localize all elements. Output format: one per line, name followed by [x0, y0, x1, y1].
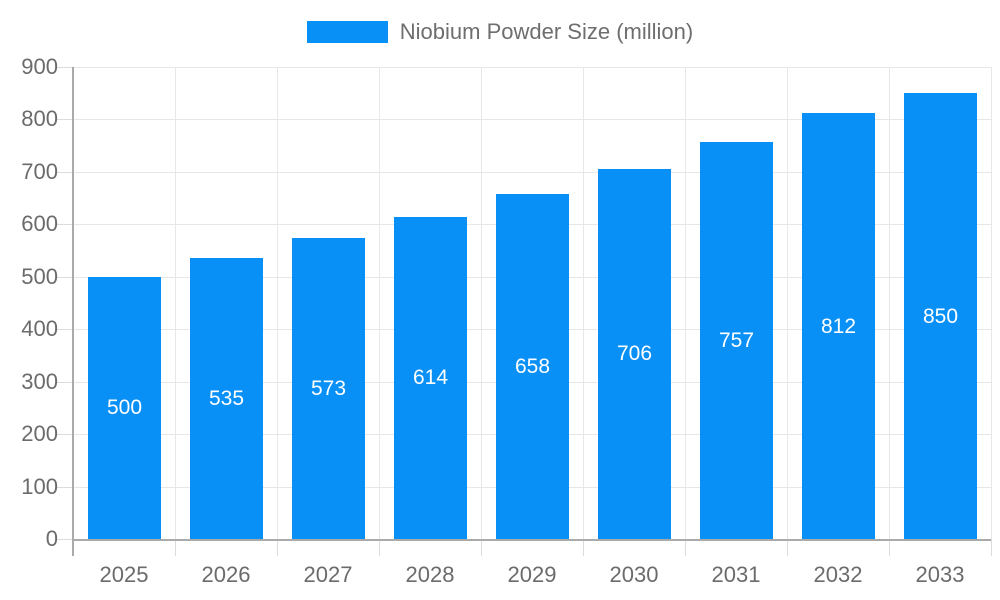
x-gridline: [175, 67, 176, 539]
bar-2030[interactable]: 706: [598, 168, 671, 539]
legend-item[interactable]: Niobium Powder Size (million): [0, 18, 1000, 45]
x-gridline: [889, 67, 890, 539]
y-axis-tick: [56, 381, 73, 383]
bar-value-label: 706: [616, 342, 653, 366]
bar-value-label: 500: [106, 396, 143, 420]
x-tick-label: 2031: [711, 562, 761, 587]
x-axis-tick: [889, 539, 890, 556]
x-axis-tick: [787, 539, 788, 556]
y-tick-label: 900: [21, 54, 58, 79]
x-axis-line: [72, 539, 991, 541]
x-tick-label: 2032: [813, 562, 863, 587]
bar-value-label: 757: [718, 328, 755, 352]
y-axis-tick: [56, 171, 73, 173]
y-axis-tick: [56, 329, 73, 331]
x-axis-tick: [175, 539, 176, 556]
y-axis-tick: [56, 276, 73, 278]
bar-value-label: 850: [922, 304, 959, 328]
x-tick-label: 2025: [99, 562, 149, 587]
y-axis-tick: [56, 67, 73, 68]
x-tick-label: 2027: [303, 562, 353, 587]
x-axis-tick: [481, 539, 482, 556]
legend-swatch-icon: [306, 20, 388, 43]
y-tick-label: 0: [45, 526, 58, 551]
y-tick-label: 100: [21, 473, 58, 499]
y-axis-tick: [56, 434, 73, 436]
y-axis-tick: [56, 539, 73, 540]
bar-value-label: 812: [820, 314, 857, 338]
y-tick-label: 500: [21, 263, 58, 289]
bar-value-label: 573: [310, 377, 347, 401]
x-axis-tick: [583, 539, 584, 556]
y-gridline: [73, 67, 991, 68]
y-tick-label: 600: [21, 211, 58, 237]
x-axis-tick: [277, 539, 278, 556]
bar-2031[interactable]: 757: [700, 141, 773, 539]
y-axis-line: [72, 67, 74, 556]
x-axis-tick: [991, 539, 992, 556]
x-axis-tick: [379, 539, 380, 556]
x-gridline: [481, 67, 482, 539]
x-gridline: [277, 67, 278, 539]
y-tick-label: 700: [21, 158, 58, 184]
y-axis-tick: [56, 119, 73, 121]
bar-2028[interactable]: 614: [394, 216, 467, 539]
bar-2029[interactable]: 658: [496, 193, 569, 539]
x-tick-label: 2030: [609, 562, 659, 587]
legend-label: Niobium Powder Size (million): [399, 18, 694, 44]
y-axis-tick: [56, 224, 73, 226]
x-tick-label: 2029: [507, 562, 557, 587]
y-tick-label: 300: [21, 368, 58, 394]
y-tick-label: 400: [21, 316, 58, 342]
x-axis-tick: [685, 539, 686, 556]
y-gridline: [73, 171, 991, 173]
bar-value-label: 658: [514, 354, 551, 378]
x-gridline: [583, 67, 584, 539]
x-tick-label: 2028: [405, 562, 455, 587]
bar-value-label: 614: [412, 366, 449, 390]
x-tick-label: 2033: [915, 562, 965, 587]
y-tick-label: 200: [21, 421, 58, 447]
y-tick-label: 800: [21, 106, 58, 132]
bar-2026[interactable]: 535: [190, 258, 263, 539]
x-gridline: [379, 67, 380, 539]
bar-value-label: 535: [208, 387, 245, 411]
x-gridline: [787, 67, 788, 539]
x-gridline: [685, 67, 686, 539]
bar-2027[interactable]: 573: [292, 238, 365, 539]
y-gridline: [73, 119, 991, 121]
bar-2025[interactable]: 500: [88, 276, 161, 539]
y-axis-tick: [56, 486, 73, 488]
x-gridline: [991, 67, 992, 539]
bar-2032[interactable]: 812: [802, 113, 875, 539]
x-tick-label: 2026: [201, 562, 251, 587]
bar-2033[interactable]: 850: [904, 93, 977, 539]
